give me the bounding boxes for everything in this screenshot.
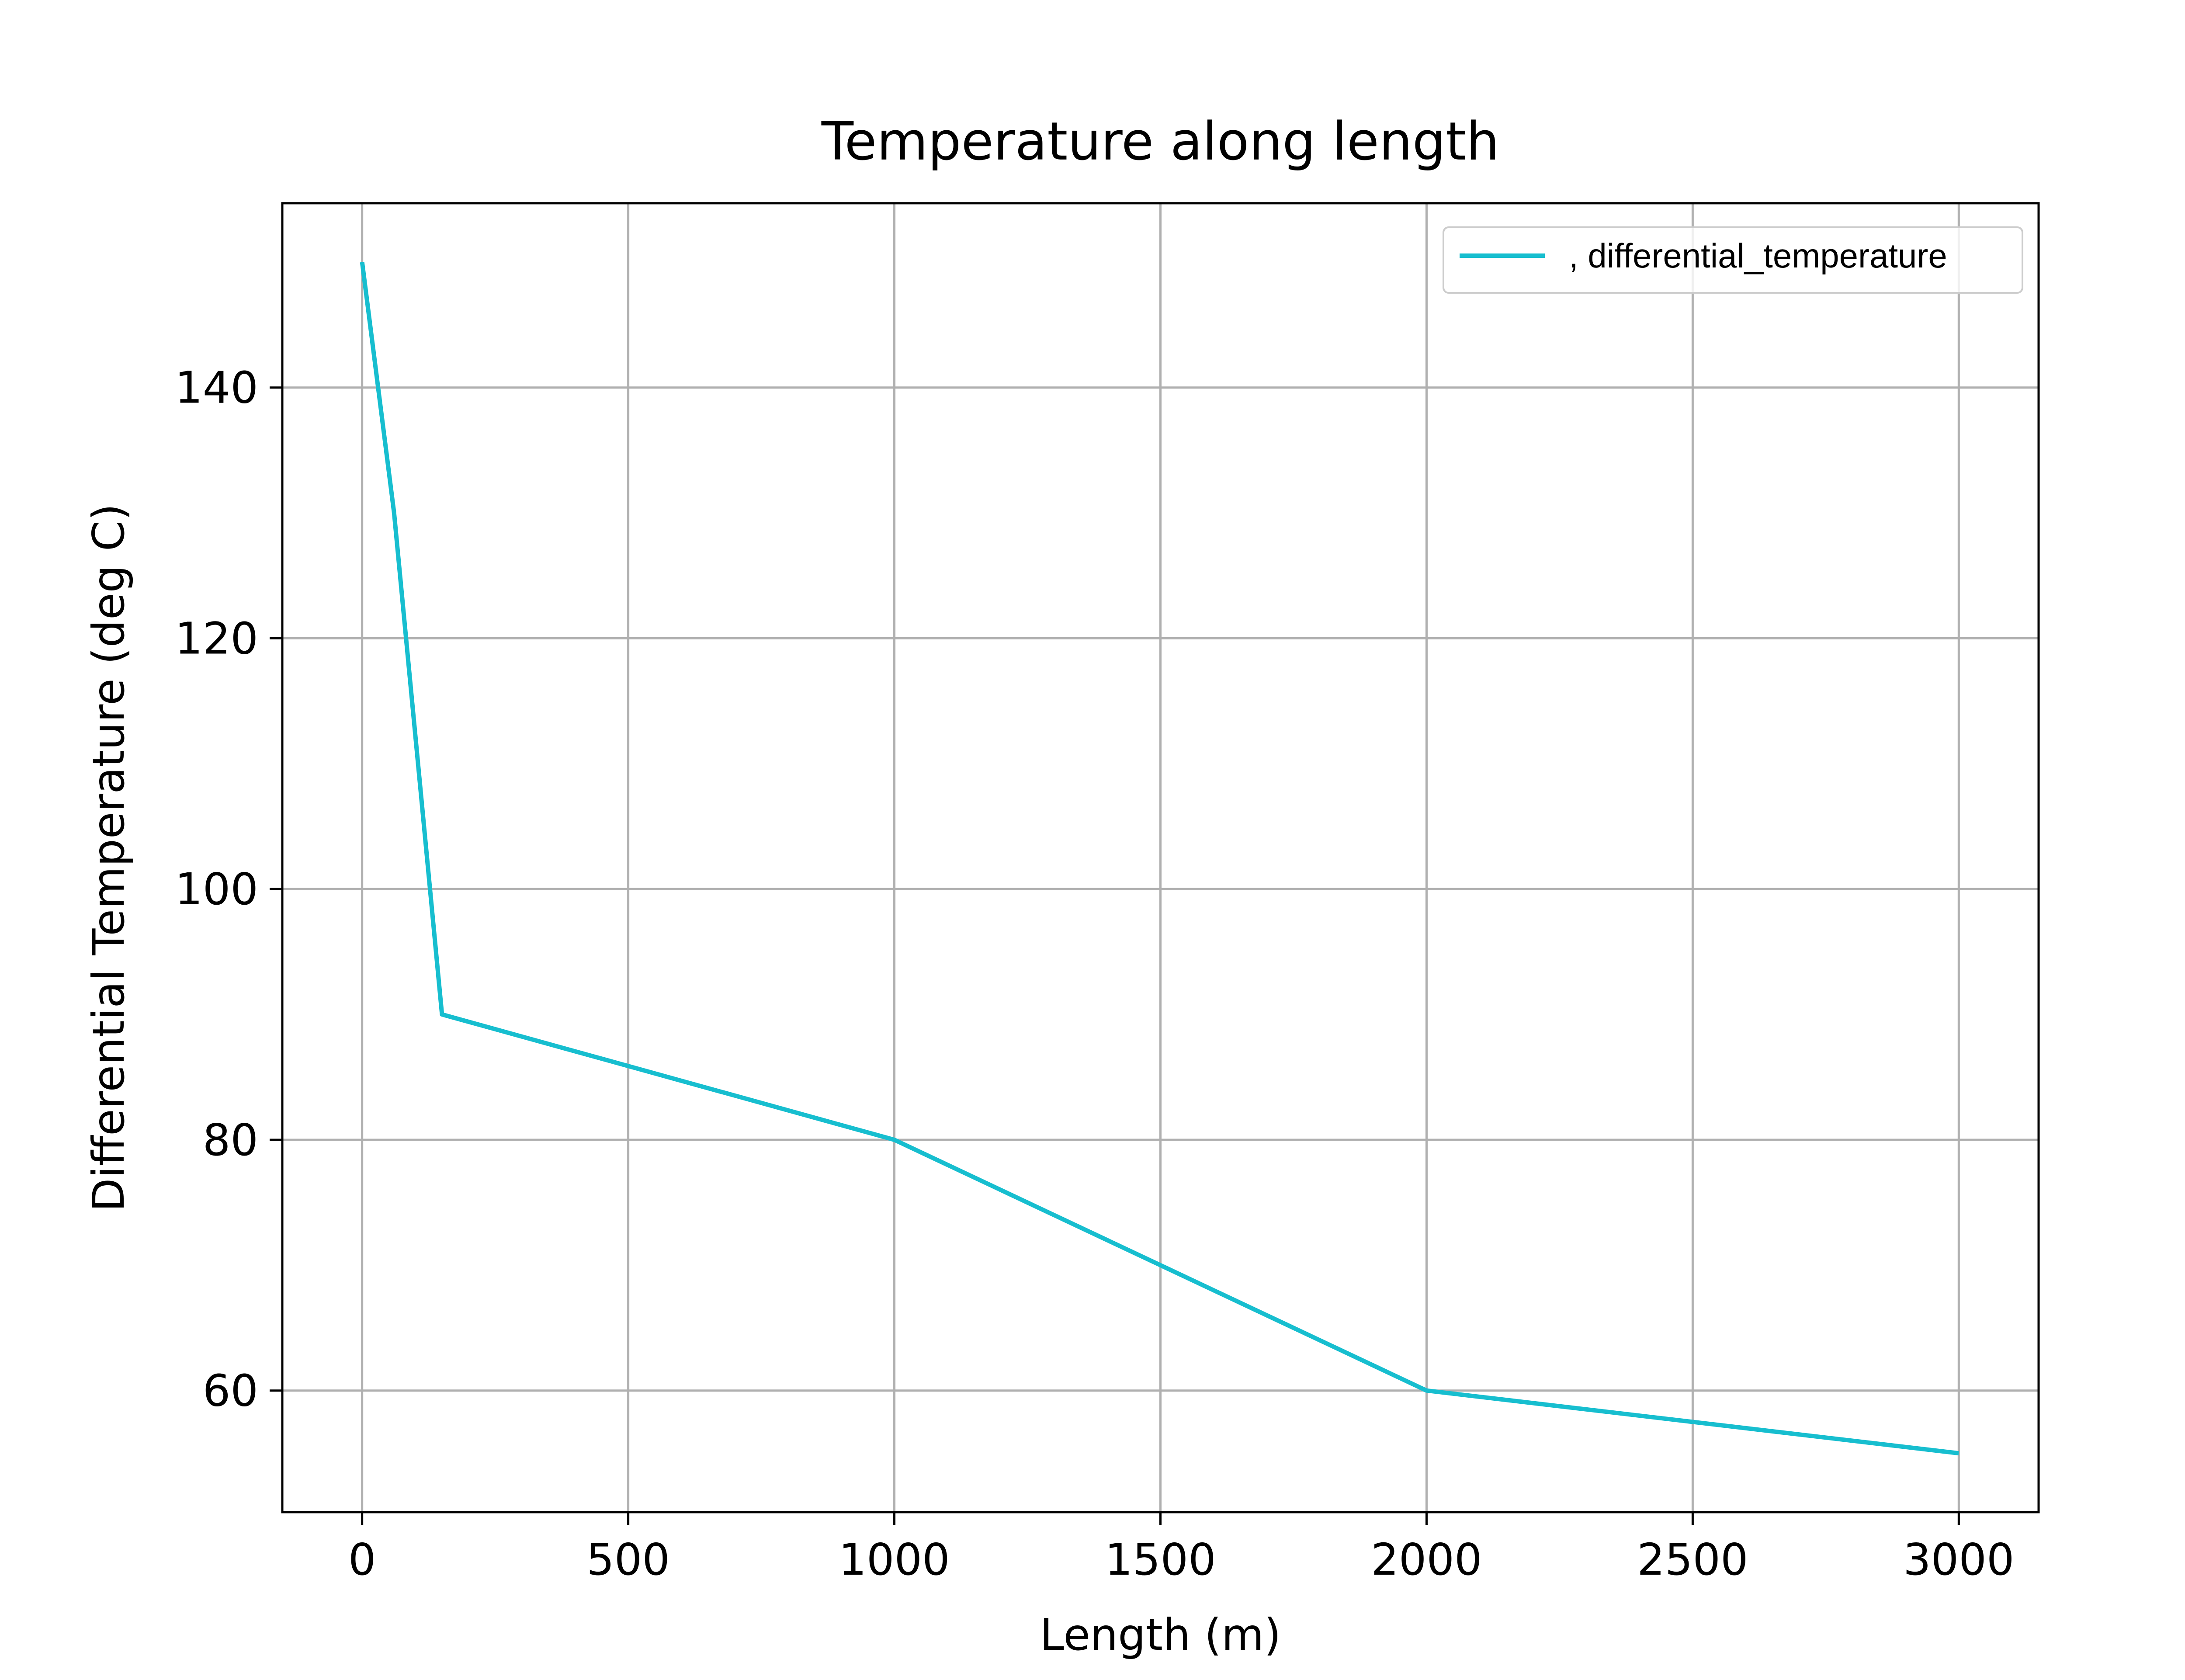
series-lines <box>360 262 1959 1456</box>
chart-title: Temperature along length <box>821 111 1499 172</box>
x-tick-label: 1000 <box>839 1534 950 1585</box>
legend-label: , differential_temperature <box>1569 236 1947 275</box>
x-tick-label: 500 <box>586 1534 670 1585</box>
grid <box>282 203 2039 1512</box>
y-tick-label: 60 <box>203 1365 258 1416</box>
x-axis-label: Length (m) <box>1040 1609 1281 1660</box>
legend: , differential_temperature <box>1443 226 2023 294</box>
x-tick-label: 2000 <box>1371 1534 1482 1585</box>
y-tick-label: 120 <box>175 613 258 664</box>
y-tick-label: 100 <box>175 864 258 915</box>
legend-box <box>1443 226 2023 294</box>
ticks: 0 500 1000 1500 2000 2500 3000 60 80 100 120 140 <box>175 362 2014 1585</box>
x-tick-label: 3000 <box>1903 1534 2015 1585</box>
y-tick-label: 80 <box>203 1114 258 1166</box>
x-tick-label: 2500 <box>1637 1534 1748 1585</box>
y-tick-label: 140 <box>175 362 258 413</box>
series-line <box>360 262 1959 1456</box>
x-tick-label: 1500 <box>1105 1534 1216 1585</box>
y-axis-label: Differential Temperature (deg C) <box>83 503 134 1211</box>
x-tick-label: 0 <box>348 1534 376 1585</box>
